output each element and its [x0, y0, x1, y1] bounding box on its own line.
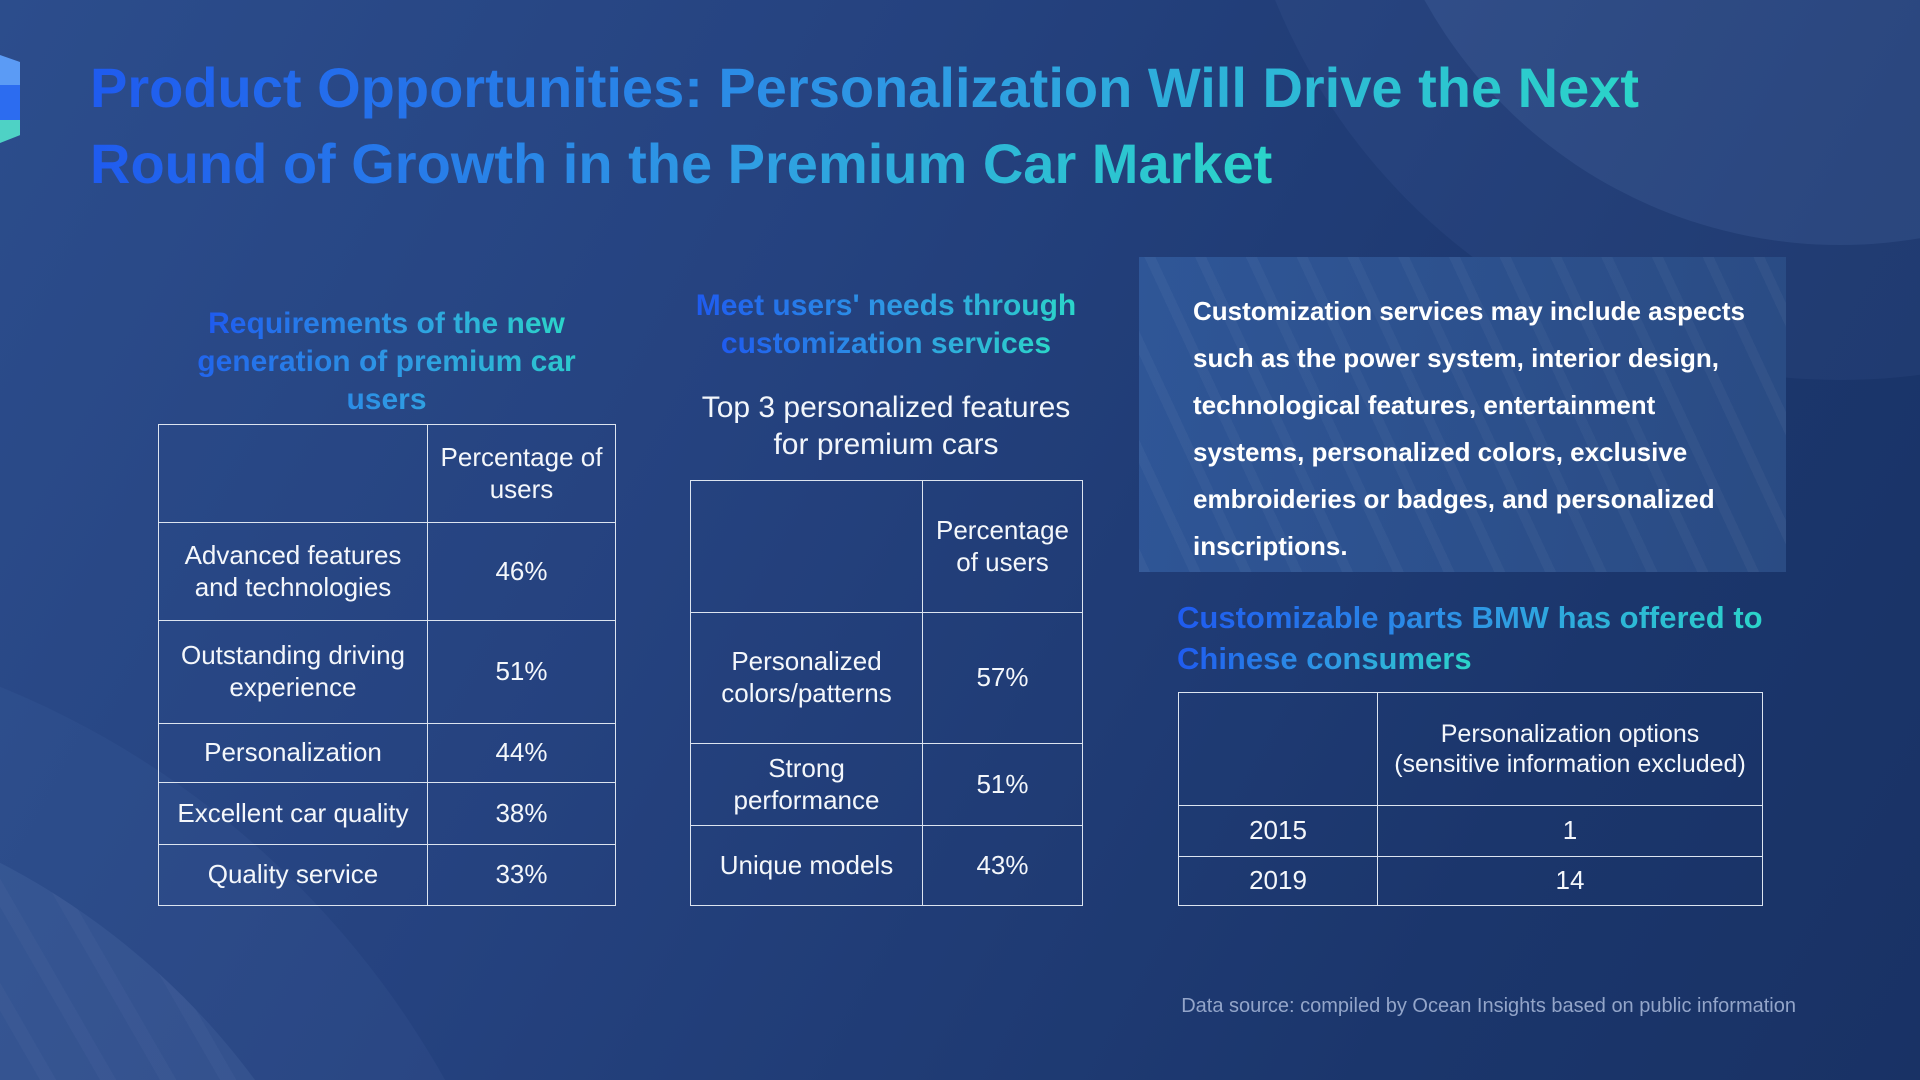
table-row-label: Outstanding driving experience [159, 621, 428, 724]
table-corner-cell [691, 481, 923, 613]
middle-heading-line-1: Meet users' needs through [696, 287, 1077, 325]
table-value: 1 [1378, 806, 1763, 857]
logo-band-blue [0, 84, 20, 121]
table-row-label: Advanced features and technologies [159, 523, 428, 621]
table-row-label: 2015 [1179, 806, 1378, 857]
table-corner-cell [1179, 693, 1378, 806]
panel-paragraph: Customization services may include aspec… [1193, 296, 1745, 561]
left-heading-line-2: generation of premium car users [158, 343, 615, 419]
table-value: 46% [428, 523, 616, 621]
table-value: 38% [428, 783, 616, 845]
table-header-cell: Percentage of users [923, 481, 1083, 613]
data-source-note: Data source: compiled by Ocean Insights … [1181, 995, 1796, 1017]
table-header-cell: Personalization options (sensitive infor… [1378, 693, 1763, 806]
table-row-label: 2019 [1179, 857, 1378, 906]
table-row-label: Unique models [691, 826, 923, 906]
subtitle-line-1: Top 3 personalized features [701, 391, 1071, 424]
table-row-label: Quality service [159, 845, 428, 906]
table-value: 51% [428, 621, 616, 724]
left-table: Percentage of users Advanced features an… [158, 424, 616, 906]
right-header-line-1: Personalization options [1440, 719, 1700, 748]
middle-section-heading: Meet users' needs through customization … [690, 287, 1082, 363]
middle-heading-line-2: customization services [721, 325, 1051, 363]
table-header-cell: Percentage of users [428, 425, 616, 523]
table-row-label: Excellent car quality [159, 783, 428, 845]
title-line-2: Round of Growth in the Premium Car Marke… [90, 126, 1272, 202]
table-row-label: Personalization [159, 724, 428, 783]
logo-band-light-blue [0, 55, 20, 85]
brand-logo [0, 55, 20, 143]
right-table: Personalization options (sensitive infor… [1178, 692, 1763, 906]
table-value: 44% [428, 724, 616, 783]
table-value: 57% [923, 613, 1083, 744]
title-line-1: Product Opportunities: Personalization W… [90, 50, 1639, 126]
table-value: 51% [923, 744, 1083, 826]
logo-band-teal [0, 120, 20, 143]
table-row-label: Personalized colors/patterns [691, 613, 923, 744]
right-heading-line-2: Chinese consumers [1177, 638, 1472, 679]
middle-section-subtitle: Top 3 personalized features for premium … [690, 389, 1082, 463]
right-heading-line-1: Customizable parts BMW has offered to [1177, 597, 1763, 638]
table-row-label: Strong performance [691, 744, 923, 826]
table-value: 43% [923, 826, 1083, 906]
table-value: 14 [1378, 857, 1763, 906]
middle-table: Percentage of users Personalized colors/… [690, 480, 1083, 906]
customization-services-panel: Customization services may include aspec… [1139, 257, 1786, 572]
page-title: Product Opportunities: Personalization W… [90, 50, 1639, 202]
left-section-heading: Requirements of the new generation of pr… [158, 305, 615, 419]
table-corner-cell [159, 425, 428, 523]
subtitle-line-2: for premium cars [773, 428, 999, 461]
right-section-heading: Customizable parts BMW has offered to Ch… [1177, 597, 1763, 679]
table-value: 33% [428, 845, 616, 906]
right-header-line-2: (sensitive information excluded) [1394, 750, 1746, 778]
left-heading-line-1: Requirements of the new [208, 305, 565, 343]
